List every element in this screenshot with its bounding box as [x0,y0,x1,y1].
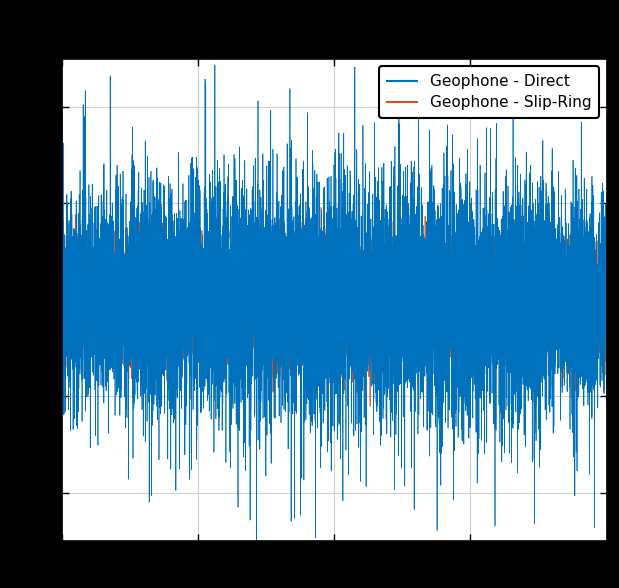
Line: Geophone - Slip-Ring: Geophone - Slip-Ring [62,196,607,416]
Geophone - Direct [253,537,261,544]
Geophone - Slip-Ring [165,325,172,332]
Geophone - Slip-Ring [574,293,582,300]
Geophone - Slip-Ring [80,276,88,283]
Geophone - Slip-Ring [603,323,610,330]
Geophone - Direct [80,351,88,358]
Geophone - Slip-Ring [58,279,66,286]
Geophone - Direct [603,265,610,272]
Geophone - Direct [324,322,332,329]
Line: Geophone - Direct: Geophone - Direct [62,65,607,540]
Geophone - Slip-Ring [188,192,196,199]
Geophone - Slip-Ring [435,413,442,420]
Geophone - Slip-Ring [61,288,68,295]
Geophone - Direct [61,282,68,289]
Geophone - Slip-Ring [91,314,98,321]
Geophone - Direct [211,62,219,69]
Geophone - Direct [58,306,66,313]
Geophone - Direct [574,309,582,316]
Legend: Geophone - Direct, Geophone - Slip-Ring: Geophone - Direct, Geophone - Slip-Ring [379,66,599,118]
Geophone - Direct [165,278,172,285]
Geophone - Slip-Ring [324,229,332,236]
Geophone - Direct [91,310,98,317]
